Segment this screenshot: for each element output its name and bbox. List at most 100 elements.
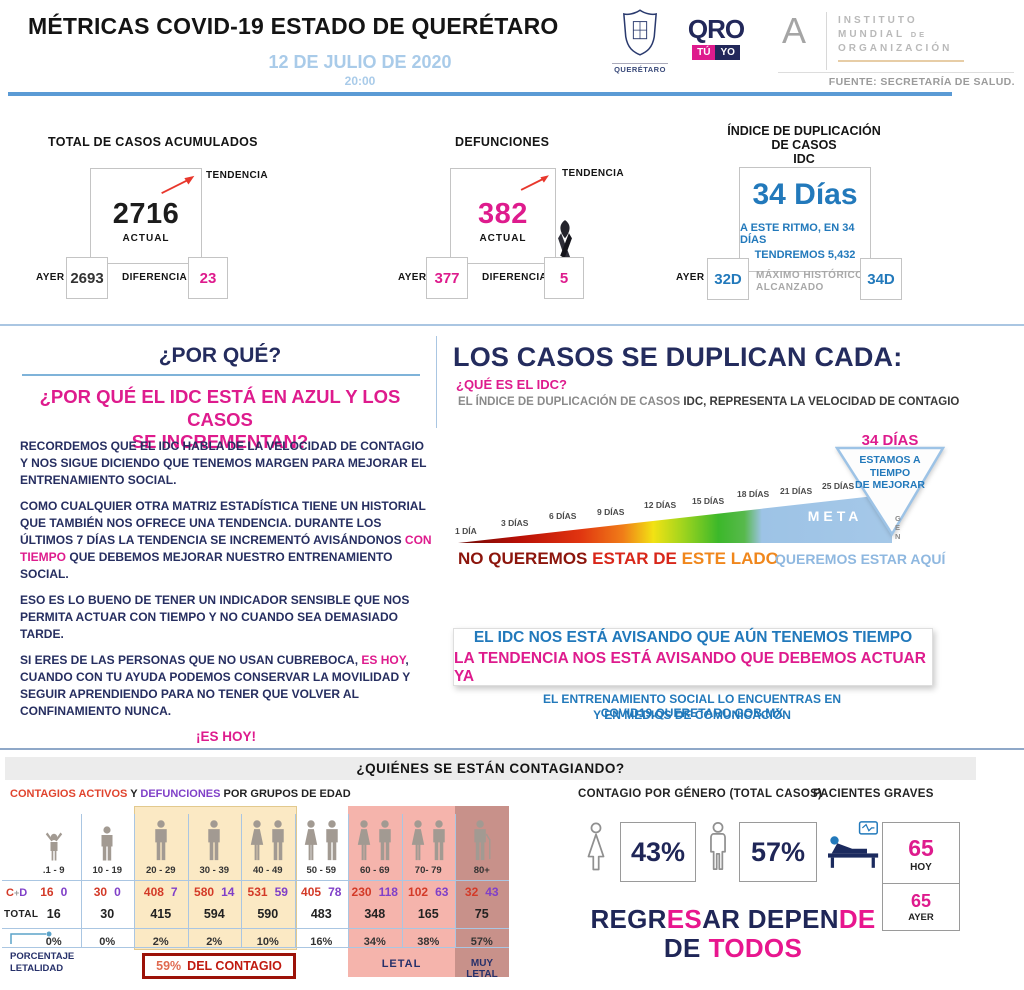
- porque-question-line1: ¿POR QUÉ EL IDC ESTÁ EN AZUL Y LOS CASOS: [39, 386, 401, 430]
- elderly-cane-icon: [455, 806, 509, 862]
- age-column-30-39: 30 - 39 580 14 594 2%: [188, 806, 242, 951]
- deaths-value: 7: [170, 885, 178, 899]
- queretaro-logo: QUERÉTARO: [612, 8, 668, 74]
- banner-footer-line2: Y EN MEDIOS DE COMUNICACIÓN: [593, 708, 791, 722]
- defunciones-actual-value: 382: [478, 198, 528, 230]
- age-label: 80+: [473, 865, 490, 876]
- contagio-label: DEL CONTAGIO: [187, 959, 282, 973]
- day-label-6: 6 DÍAS: [549, 511, 577, 521]
- slogan-line1: REGRESAR DEPENDE: [578, 904, 888, 934]
- idc-max-line2: ALCANZADO: [756, 282, 824, 293]
- deaths-value: 63: [435, 885, 449, 899]
- graves-hoy-box: 65 HOY: [882, 822, 960, 885]
- idc-value: 34 Días: [752, 178, 858, 211]
- porque-p4-highlight: ES HOY: [361, 653, 406, 668]
- marker-days: 34 DÍAS: [861, 432, 919, 449]
- left-msg-dark: NO QUEREMOS: [458, 549, 588, 568]
- porque-p4-text: SI ERES DE LAS PERSONAS QUE NO USAN CUBR…: [20, 653, 359, 668]
- banner-footer-line1: EL ENTRENAMIENTO SOCIAL LO ENCUENTRAS EN…: [542, 692, 842, 720]
- wedge-left-message: NO QUEREMOS ESTAR DE ESTE LADO: [458, 549, 779, 569]
- porque-heading: ¿POR QUÉ?: [158, 344, 282, 367]
- idc-title-line1: ÍNDICE DE DUPLICACIÓN: [727, 124, 881, 138]
- header-rule: [778, 72, 1014, 73]
- letalidad-label: PORCENTAJE LETALIDAD: [10, 951, 74, 974]
- porque-question: ¿POR QUÉ EL IDC ESTÁ EN AZUL Y LOS CASOS…: [10, 386, 430, 454]
- card-casos-title: TOTAL DE CASOS ACUMULADOS: [48, 135, 258, 149]
- idc-today-box: 34D: [860, 258, 902, 300]
- cases-value: 16: [40, 885, 54, 899]
- idc-question: ¿QUÉ ES EL IDC?: [456, 377, 567, 392]
- cases-value: 580: [194, 885, 215, 899]
- total-value: 165: [417, 907, 439, 921]
- day-label-3: 3 DÍAS: [501, 518, 529, 528]
- age-label: 40 - 49: [252, 865, 283, 876]
- cases-value: 230: [351, 885, 372, 899]
- idc-title-line2: DE CASOS: [771, 138, 837, 152]
- total-value: 594: [203, 907, 225, 921]
- defunciones-actual-label: ACTUAL: [479, 233, 527, 244]
- day-label-12: 12 DÍAS: [644, 500, 677, 510]
- deaths-value: 43: [485, 885, 499, 899]
- gender-section-title: CONTAGIO POR GÉNERO (TOTAL CASOS): [578, 788, 823, 800]
- idc-max-line1: MÁXIMO HISTÓRICO: [756, 270, 864, 281]
- gen-letter-n: N: [895, 532, 901, 541]
- age-label: 60 - 69: [359, 865, 390, 876]
- letalidad-value: 34%: [363, 936, 386, 948]
- porque-paragraph-2: COMO CUALQUIER OTRA MATRIZ ESTADÍSTICA T…: [20, 498, 432, 583]
- deaths-value: 59: [274, 885, 288, 899]
- letalidad-value: 0%: [45, 936, 62, 948]
- instituto-line3: ORGANIZACIÓN: [838, 43, 953, 54]
- grid-line: [2, 947, 509, 948]
- casos-ayer-label: AYER: [36, 272, 65, 283]
- day-label-9: 9 DÍAS: [597, 507, 625, 517]
- age-label: 50 - 59: [306, 865, 337, 876]
- report-date: 12 DE JULIO DE 2020: [268, 52, 452, 72]
- age-column-40-49: 40 - 49 531 59 590 10%: [241, 806, 295, 951]
- female-icon: [587, 822, 605, 871]
- cd-row-label: C+D: [6, 887, 27, 899]
- instituto-a-icon: A: [781, 10, 806, 51]
- porque-p2-text2: QUE DEBEMOS MEJORAR NUESTRO ENTRENAMIENT…: [20, 550, 393, 582]
- graves-ayer-value: 65: [910, 891, 932, 911]
- age-label: .1 - 9: [42, 865, 65, 876]
- idc-max-label: MÁXIMO HISTÓRICO ALCANZADO: [756, 270, 863, 294]
- defunciones-title: DEFUNCIONES: [455, 135, 550, 149]
- age-column-1-9: .1 - 9 16 0 16 0%: [27, 806, 81, 951]
- header-divider: [8, 92, 952, 96]
- slogan-part: REGR: [590, 904, 667, 934]
- tu-badge: TÚ: [692, 45, 716, 60]
- grid-line: [2, 928, 509, 929]
- quienes-banner-text: ¿QUIÉNES SE ESTÁN CONTAGIANDO?: [356, 761, 625, 776]
- letalidad-value: 38%: [417, 936, 440, 948]
- slogan-part: ES: [666, 904, 703, 934]
- qro-tuyo-logo: QRO TÚ YO: [684, 16, 748, 60]
- contagio-pct: 59%: [156, 959, 182, 973]
- deaths-value: 14: [221, 885, 235, 899]
- day-label-18: 18 DÍAS: [737, 489, 770, 499]
- age-label: 20 - 29: [145, 865, 176, 876]
- deaths-value: 118: [378, 885, 398, 899]
- defunciones-diferencia-label: DIFERENCIA: [482, 272, 548, 283]
- marker-text-line2: DE MEJORAR: [854, 479, 925, 492]
- porque-paragraph-4: SI ERES DE LAS PERSONAS QUE NO USAN CUBR…: [20, 652, 432, 720]
- idc-banner: EL IDC NOS ESTÁ AVISANDO QUE AÚN TENEMOS…: [453, 628, 933, 686]
- letalidad-value: 2%: [152, 936, 169, 948]
- total-value: 590: [257, 907, 279, 921]
- trend-arrow-icon: [161, 175, 195, 194]
- idc-rhythm-line2: TENDREMOS 5,432: [754, 249, 856, 261]
- female-pct-box: 43%: [620, 822, 696, 882]
- letalidad-value: 16%: [310, 936, 333, 948]
- porque-question-line2: SE INCREMENTAN?: [131, 431, 309, 453]
- couple-icon: [348, 806, 402, 862]
- idc-desc-bold: IDC, REPRESENTA LA VELOCIDAD DE CONTAGIO: [683, 396, 960, 408]
- porque-paragraph-3: ESO ES LO BUENO DE TENER UN INDICADOR SE…: [20, 593, 410, 642]
- cases-value: 30: [93, 885, 108, 899]
- letalidad-label-line2: LETALIDAD: [10, 962, 64, 974]
- porque-es-hoy: ¡ES HOY!: [195, 729, 256, 745]
- age-column-80plus: 80+ 32 43 75 57%: [455, 806, 509, 951]
- letal-label: LETAL: [381, 958, 422, 970]
- legend-y: Y: [130, 788, 138, 800]
- male-pct: 57%: [750, 836, 806, 867]
- slogan: REGRESAR DEPENDE DE TODOS: [578, 904, 888, 963]
